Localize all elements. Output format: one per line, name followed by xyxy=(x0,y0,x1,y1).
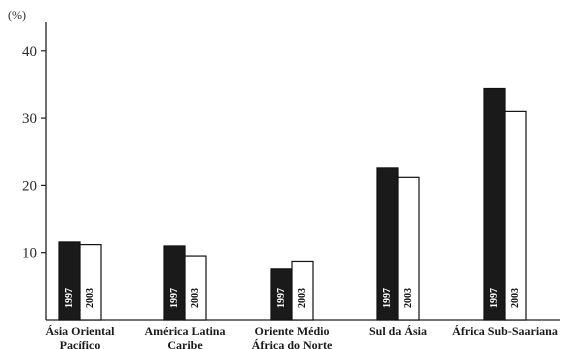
category-label: Pacífico xyxy=(60,338,101,349)
category-label: África Sub-Saariana xyxy=(452,324,558,338)
bar-label-2003: 2003 xyxy=(297,288,308,308)
bar-label-2003: 2003 xyxy=(510,288,521,308)
bar-2003 xyxy=(291,260,314,321)
category-label: Caribe xyxy=(167,338,203,349)
axes: (%) 10 20 30 40 xyxy=(8,8,560,321)
category-label: América Latina xyxy=(145,324,226,338)
y-tick-label: 40 xyxy=(22,44,37,60)
bar-1997 xyxy=(483,87,506,321)
bar-label-1997: 1997 xyxy=(64,288,75,308)
bar-2003 xyxy=(397,176,420,321)
bar-label-1997: 1997 xyxy=(169,288,180,308)
category-label: Ásia Oriental xyxy=(46,324,116,338)
bars: 1997 2003 1997 2003 1997 2003 1997 2003 1997 2003 xyxy=(58,87,527,321)
y-tick-label: 30 xyxy=(22,111,37,127)
y-tick-label: 20 xyxy=(22,178,37,194)
category-label: África do Norte xyxy=(252,338,333,349)
bar-label-2003: 2003 xyxy=(403,288,414,308)
bar-2003 xyxy=(184,255,207,321)
category-label: Oriente Médio xyxy=(255,324,330,338)
bar-label-1997: 1997 xyxy=(489,288,500,308)
bar-2003 xyxy=(504,110,527,321)
y-unit-label: (%) xyxy=(8,8,26,22)
bar-label-1997: 1997 xyxy=(382,288,393,308)
category-label: Sul da Ásia xyxy=(369,324,427,338)
bar-label-2003: 2003 xyxy=(190,288,201,308)
bar-label-2003: 2003 xyxy=(85,288,96,308)
y-tick-label: 10 xyxy=(22,246,37,262)
bar-label-1997: 1997 xyxy=(276,288,287,308)
bar-2003 xyxy=(79,244,102,321)
